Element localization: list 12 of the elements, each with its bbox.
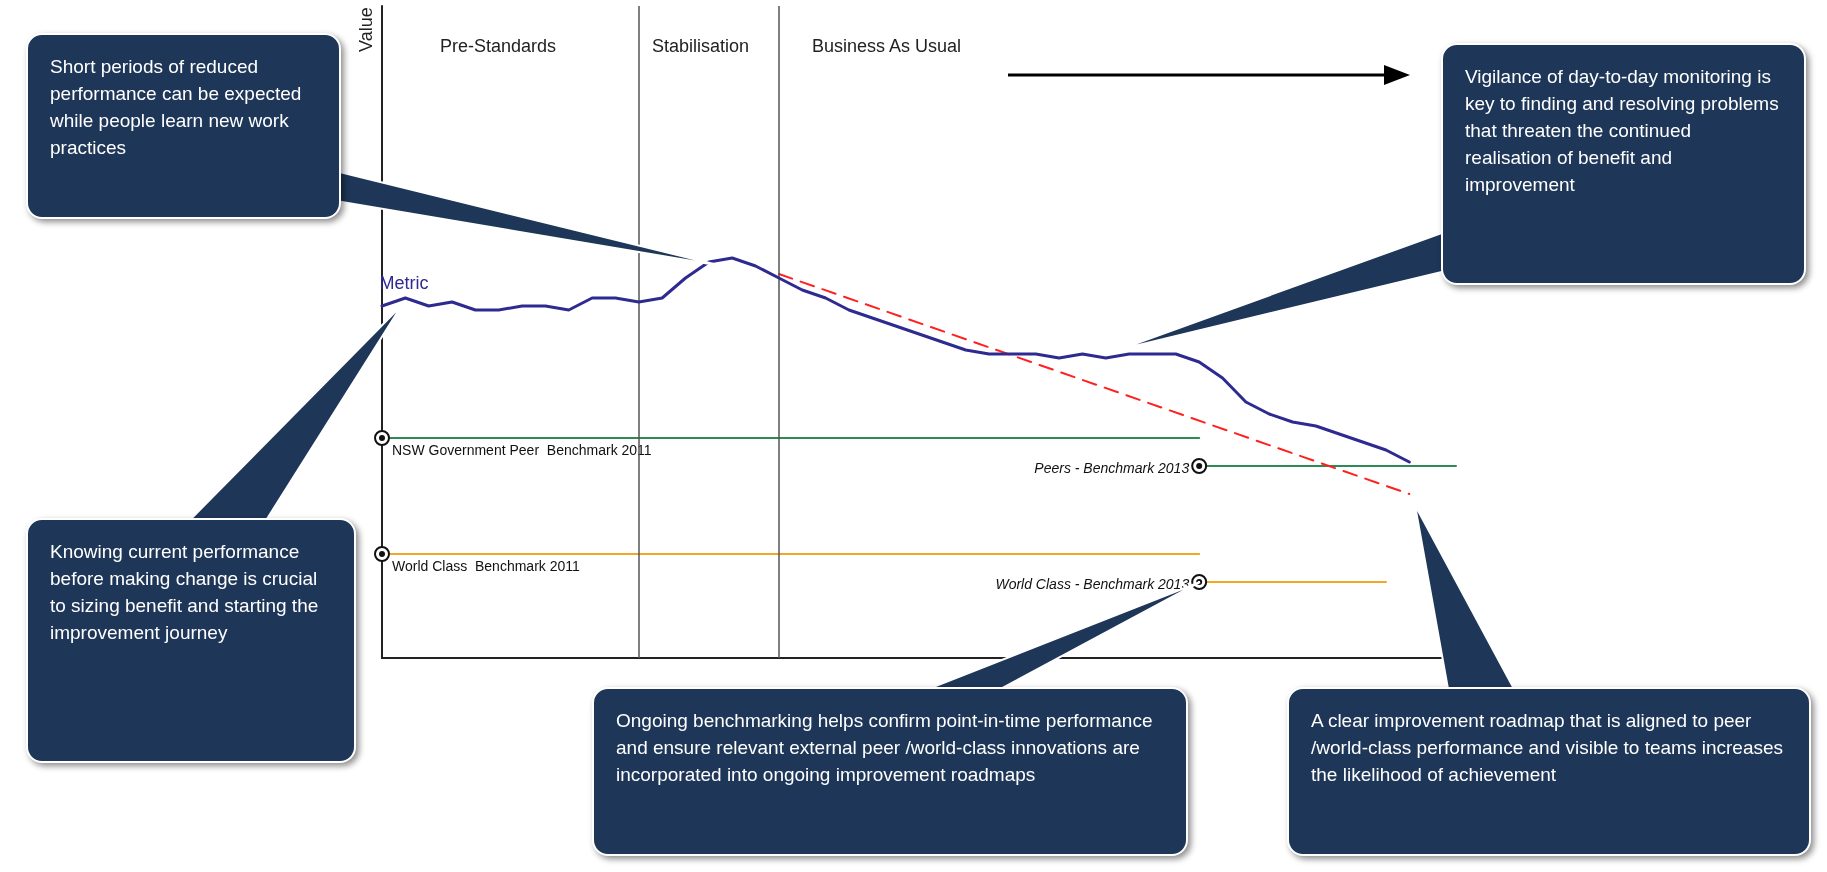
series-label: World Class Benchmark 2011 <box>392 558 580 574</box>
text: Pre-Standards <box>440 36 557 57</box>
text: Business As Usual <box>812 36 962 57</box>
text: Value <box>356 7 377 52</box>
text: Vigilance of day-to-day monitoring is key to finding and resolving problems that threaten the continued realisation of benefit and improvement <box>1441 43 1806 285</box>
text: Stabilisation <box>652 36 750 57</box>
series-label: NSW Government Peer Benchmark 2011 <box>392 442 652 458</box>
series-label: Peers - Benchmark 2013 <box>1034 460 1190 476</box>
text: Short periods of reduced performance can be expected while people learn new work practices <box>26 33 341 219</box>
text: Ongoing benchmarking helps confirm point-in-time performance and ensure relevant external peer /world-class innovations are incorporated into ongoing improvement roadmaps <box>592 687 1188 856</box>
text: A clear improvement roadmap that is aligned to peer /world-class performance and visible to teams increases the likelihood of achievement <box>1287 687 1811 856</box>
text: Knowing current performance before making change is crucial to sizing benefit and starting the improvement journey <box>26 518 356 763</box>
